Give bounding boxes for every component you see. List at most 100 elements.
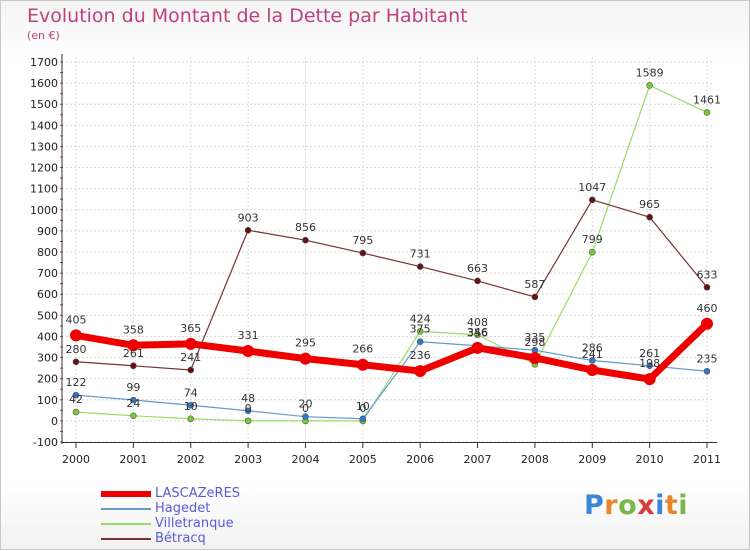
data-label-lascazeres: 241 <box>582 348 603 361</box>
y-tick-label: 1400 <box>30 119 58 132</box>
x-tick-label: 2005 <box>349 453 377 466</box>
data-label-b-tracq: 280 <box>66 343 87 356</box>
data-label-villetranque: 10 <box>184 400 198 413</box>
legend-label-hagedet: Hagedet <box>155 501 211 516</box>
data-point-hagedet <box>130 396 137 404</box>
series-villetranque <box>72 82 711 425</box>
data-point-lascazeres <box>586 364 599 377</box>
series-line-b-tracq <box>75 199 708 371</box>
data-point-hagedet <box>359 415 367 423</box>
legend-label-betracq: Bétracq <box>155 531 206 546</box>
data-label-hagedet: 74 <box>184 386 198 399</box>
x-tick-label: 2007 <box>464 453 492 466</box>
data-label-lascazeres: 266 <box>352 343 373 356</box>
data-label-hagedet: 261 <box>639 347 660 360</box>
x-tick-label: 2004 <box>291 453 319 466</box>
data-label-lascazeres: 365 <box>180 322 201 335</box>
legend: LASCAZeRES Hagedet Villetranque Bétracq <box>101 486 301 547</box>
data-label-hagedet: 10 <box>356 400 370 413</box>
logo-letter: o <box>618 490 638 521</box>
logo-letter: x <box>637 490 656 521</box>
data-label-b-tracq: 1047 <box>578 181 606 194</box>
data-label-villetranque: 24 <box>126 397 140 410</box>
y-tick-label: 0 <box>51 415 58 428</box>
data-label-hagedet: 286 <box>582 342 603 355</box>
series-lascazeres <box>70 317 713 386</box>
y-tick-label: 1000 <box>30 204 58 217</box>
data-point-b-tracq <box>130 362 137 370</box>
data-point-hagedet <box>244 407 252 415</box>
proxiti-logo: Proxiti <box>584 490 688 521</box>
legend-label-lascazeres: LASCAZeRES <box>155 486 241 501</box>
data-label-lascazeres: 298 <box>524 336 545 349</box>
data-point-lascazeres <box>356 358 369 371</box>
legend-item-lascazeres: LASCAZeRES <box>101 486 301 502</box>
x-tick-label: 2010 <box>636 453 664 466</box>
data-point-villetranque <box>588 248 596 256</box>
data-point-hagedet <box>187 401 195 409</box>
data-label-hagedet: 48 <box>241 392 255 405</box>
series-lines <box>70 82 713 425</box>
data-label-villetranque: 1589 <box>636 66 664 79</box>
data-label-hagedet: 375 <box>410 323 431 336</box>
data-point-b-tracq <box>531 293 539 301</box>
data-point-b-tracq <box>646 213 653 221</box>
data-label-lascazeres: 358 <box>123 323 144 336</box>
data-point-lascazeres <box>70 329 82 342</box>
data-point-lascazeres <box>643 373 656 386</box>
data-label-b-tracq: 261 <box>123 347 144 360</box>
x-axis-ticks: 2000 2001 2002 2003 2004 2005 2006 2007 2008 2009… <box>62 453 721 466</box>
data-label-lascazeres: 346 <box>467 326 488 339</box>
data-point-hagedet <box>416 338 424 346</box>
data-label-hagedet: 122 <box>66 376 87 389</box>
y-tick-label: 900 <box>37 225 58 238</box>
data-label-villetranque: 424 <box>410 312 431 325</box>
data-label-hagedet: 235 <box>697 352 718 365</box>
data-label-lascazeres: 331 <box>238 329 259 342</box>
data-label-b-tracq: 587 <box>524 278 545 291</box>
series-line-villetranque <box>75 84 708 422</box>
legend-item-betracq: Bétracq <box>101 531 301 547</box>
x-tick-label: 2001 <box>119 453 147 466</box>
data-label-b-tracq: 663 <box>467 262 488 275</box>
x-tick-label: 2003 <box>234 453 262 466</box>
data-label-lascazeres: 295 <box>295 337 316 350</box>
y-tick-label: 700 <box>37 267 58 280</box>
data-point-villetranque <box>646 82 653 89</box>
x-tick-label: 2006 <box>406 453 434 466</box>
logo-letter: P <box>584 490 605 521</box>
data-label-hagedet: 335 <box>524 331 545 344</box>
data-label-lascazeres: 405 <box>66 313 87 326</box>
data-point-villetranque <box>244 417 252 425</box>
logo-letter: i <box>678 490 689 521</box>
data-point-hagedet <box>588 357 596 364</box>
legend-swatch-lascazeres <box>101 491 151 497</box>
data-point-hagedet <box>703 367 711 375</box>
y-tick-label: 500 <box>37 309 58 322</box>
legend-label-villetranque: Villetranque <box>155 516 234 531</box>
y-tick-label: 1100 <box>30 183 58 196</box>
data-point-villetranque <box>130 412 137 420</box>
data-label-villetranque: 0 <box>245 402 252 415</box>
y-tick-label: 1300 <box>30 140 58 153</box>
legend-item-hagedet: Hagedet <box>101 501 301 517</box>
data-point-hagedet <box>72 391 80 399</box>
x-tick-label: 2011 <box>693 453 721 466</box>
grid-lines <box>66 57 712 446</box>
data-point-lascazeres <box>242 345 255 358</box>
y-tick-label: 800 <box>37 246 58 259</box>
data-point-b-tracq <box>703 283 711 291</box>
data-label-villetranque: 0 <box>359 402 366 415</box>
data-label-villetranque: 1461 <box>693 93 721 106</box>
series-line-hagedet <box>75 341 708 420</box>
data-label-b-tracq: 633 <box>697 268 718 281</box>
y-tick-label: 600 <box>37 288 58 301</box>
x-tick-label: 2009 <box>578 453 606 466</box>
y-tick-label: 1600 <box>30 77 58 90</box>
data-label-hagedet: 20 <box>298 398 312 411</box>
legend-swatch-villetranque <box>101 523 151 525</box>
series-b-tracq <box>72 196 711 374</box>
data-label-b-tracq: 731 <box>410 248 431 261</box>
